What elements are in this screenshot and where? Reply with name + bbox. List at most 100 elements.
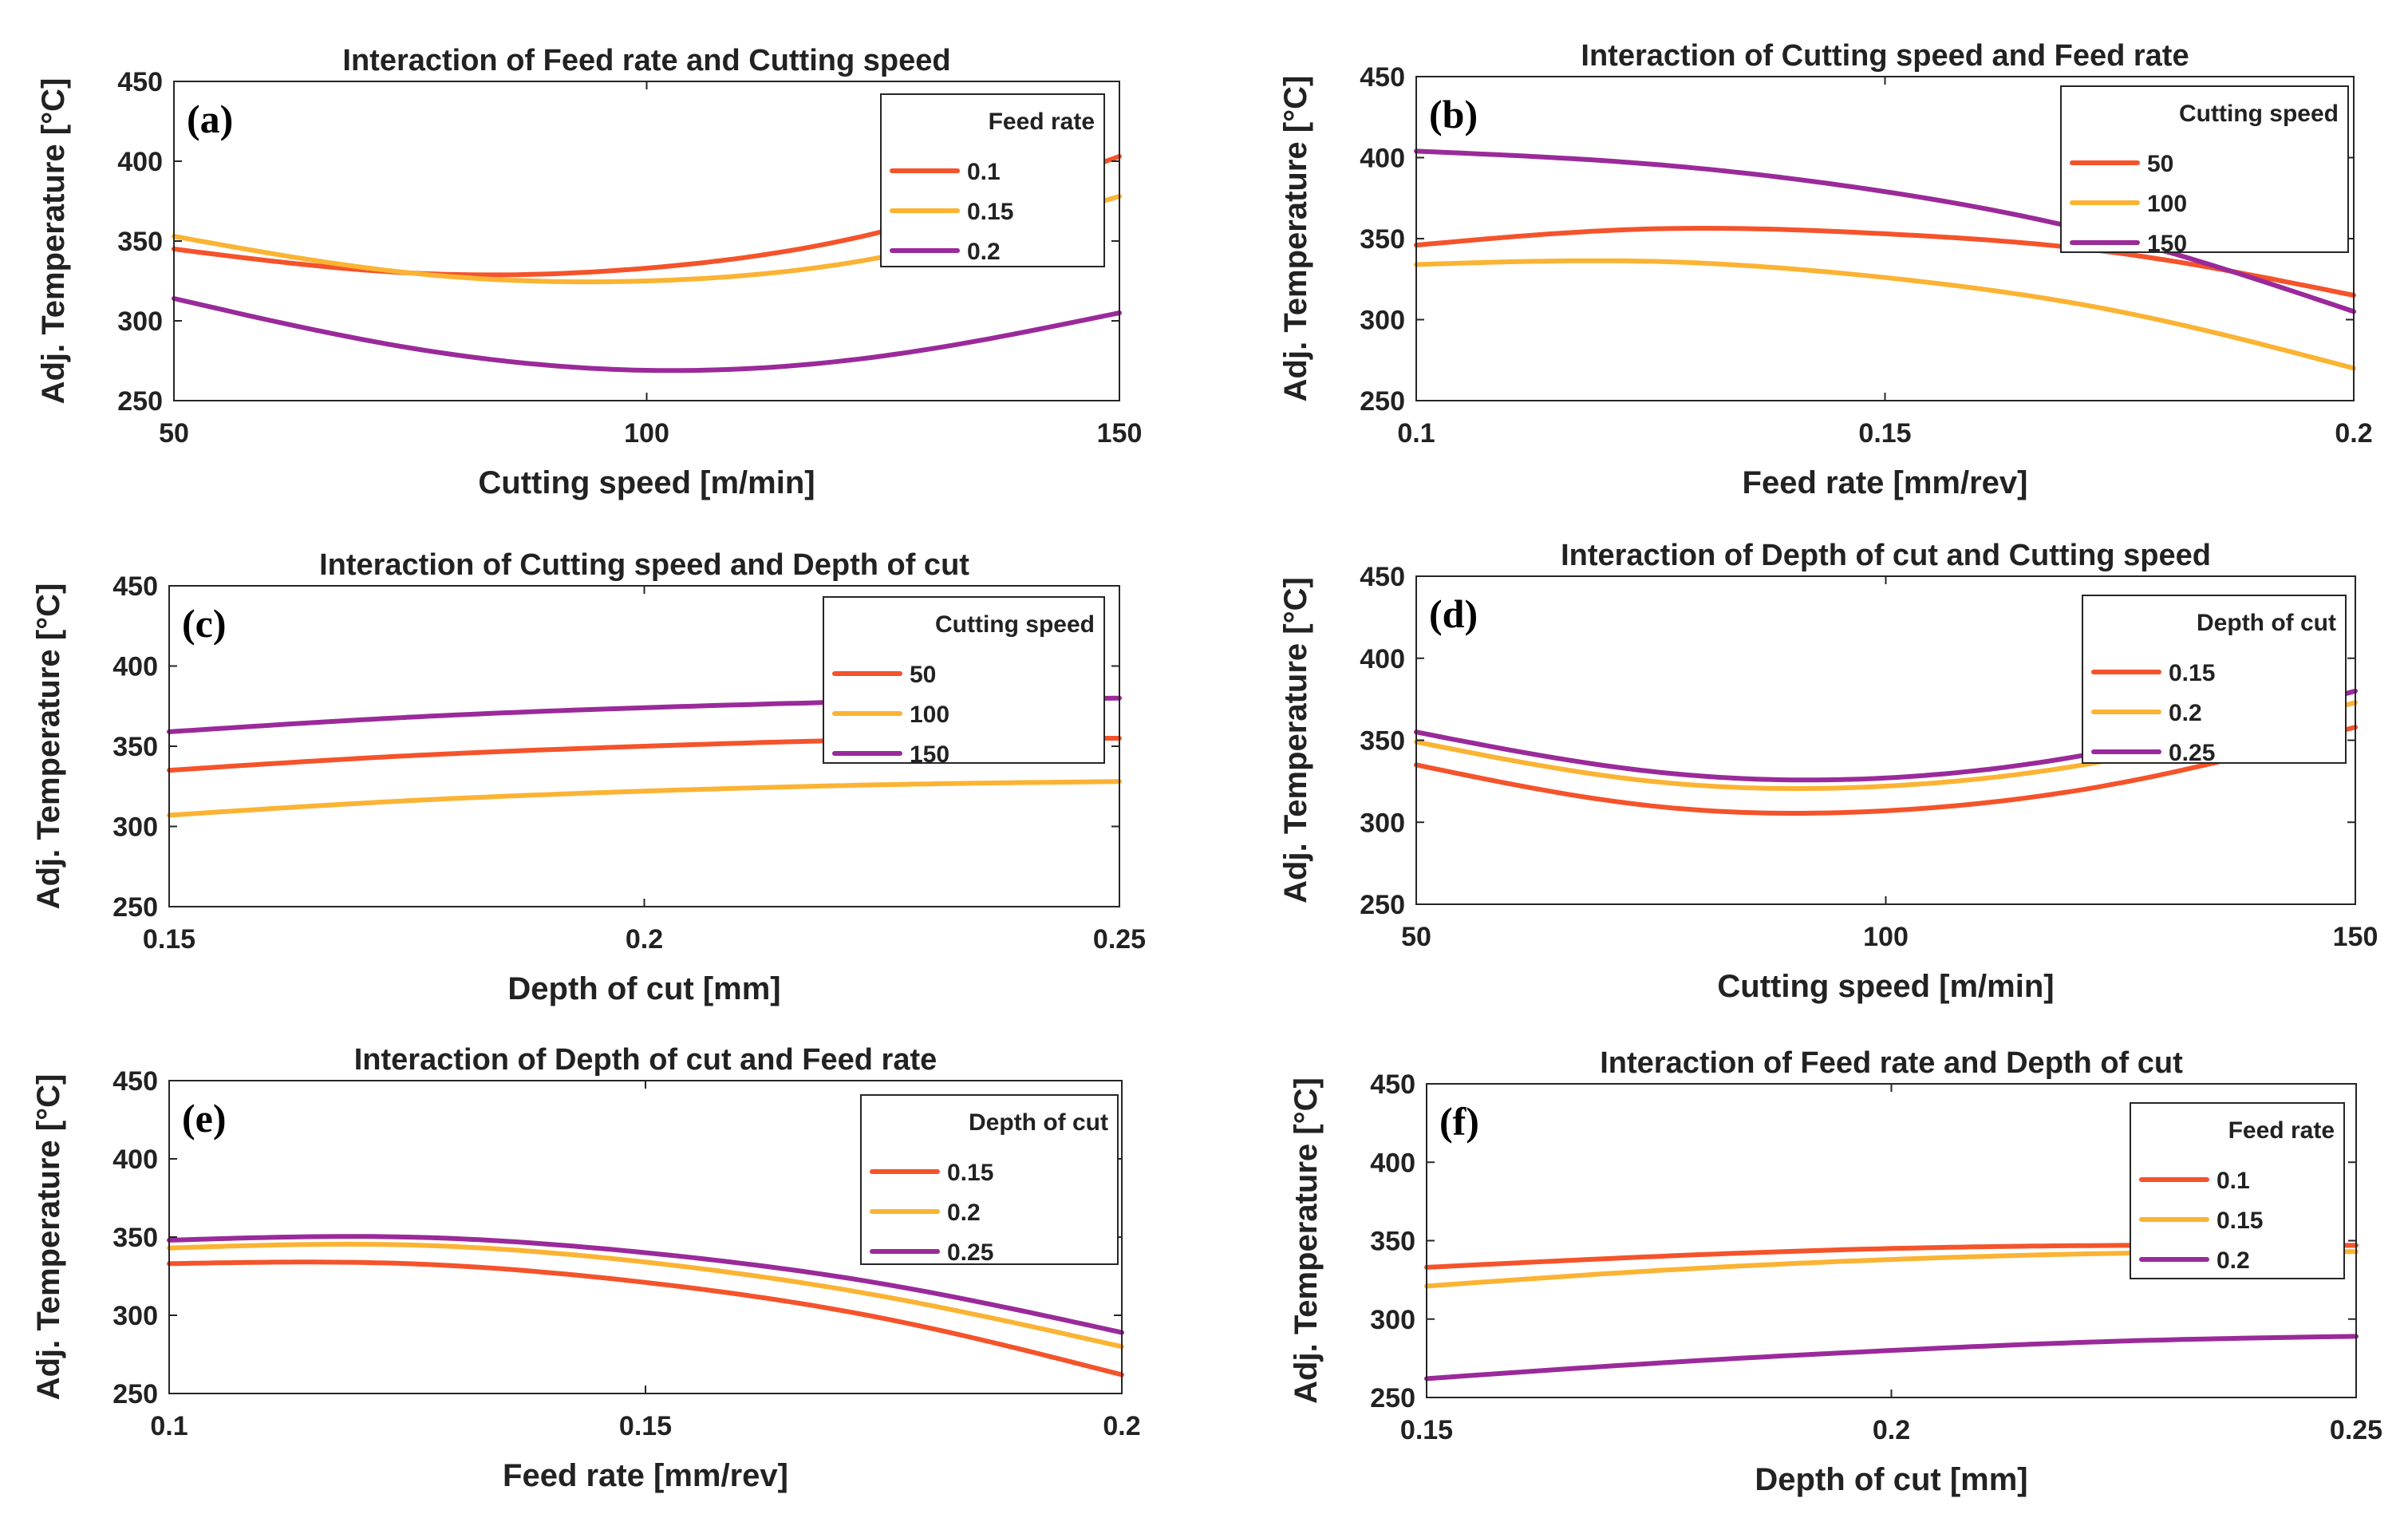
chart3-ytick-label: 350 [113,732,158,762]
chart6-legend-label-2: 0.15 [2217,1208,2263,1234]
chart6-ytick-label: 450 [1370,1069,1415,1100]
chart5-legend-box [860,1094,1119,1265]
chart5-ytick-label: 450 [113,1066,158,1097]
chart6-panel-label: (f) [1439,1099,1479,1144]
chart1-ytick-label: 350 [117,227,163,257]
chart5-legend-title: Depth of cut [969,1109,1108,1136]
chart5-series-2-line [167,1241,1124,1350]
chart1-xtick-label: 100 [624,418,669,449]
chart6-ytick-label: 300 [1370,1305,1415,1335]
chart4-series-1-line [1414,725,2358,816]
chart4-ytick-label: 250 [1360,890,1405,920]
chart2-ytick-label: 400 [1360,144,1405,174]
chart1-series-3-line [172,296,1122,374]
chart2-series-1-line [1414,226,2356,298]
chart4-ylabel: Adj. Temperature [°C] [1278,577,1313,903]
chart5-xtick-label: 0.15 [619,1411,672,1441]
chart3-ytick-label: 300 [113,812,158,843]
chart2-ylabel: Adj. Temperature [°C] [1278,76,1313,402]
chart4-ytick-label: 350 [1360,726,1405,757]
chart2-title: Interaction of Cutting speed and Feed ra… [1581,39,2189,73]
chart3-ytick-label: 250 [113,892,158,923]
chart3-legend-box [823,596,1105,764]
chart6-ytick-label: 400 [1370,1148,1415,1178]
chart1-title: Interaction of Feed rate and Cutting spe… [342,44,950,77]
chart6-legend-label-1: 0.1 [2217,1168,2250,1194]
chart6-xtick-label: 0.2 [1873,1415,1910,1445]
chart5-ytick-label: 300 [113,1301,158,1331]
chart1-ytick-label: 300 [117,306,163,337]
chart5-xtick-label: 0.2 [1103,1411,1140,1441]
chart2-series-3-line [1414,148,2356,314]
chart2-xtick-label: 0.15 [1858,418,1911,449]
chart4-legend-label-1: 0.15 [2169,660,2215,686]
chart5-ylabel: Adj. Temperature [°C] [31,1074,66,1401]
chart6-ytick-label: 350 [1370,1227,1415,1257]
chart1-legend-label-1: 0.1 [967,159,1001,185]
chart1-ytick-label: 400 [117,147,163,177]
chart4-legend-title: Depth of cut [2197,610,2336,636]
chart4-xtick-label: 150 [2333,922,2378,952]
chart4-ytick-label: 450 [1360,562,1405,592]
chart4-panel-label: (d) [1429,591,1478,636]
chart4-ytick-label: 300 [1360,808,1405,838]
chart2-panel-label: (b) [1429,92,1478,136]
chart6-legend-label-3: 0.2 [2217,1247,2250,1274]
chart5-legend-label-2: 0.2 [947,1200,981,1226]
chart3-legend-title: Cutting speed [935,611,1095,638]
chart3-ylabel: Adj. Temperature [°C] [31,583,66,910]
chart3-series-2-line [167,779,1122,818]
chart5-legend-label-3: 0.25 [947,1239,993,1266]
chart1-ylabel: Adj. Temperature [°C] [36,78,71,405]
chart6-ytick-label: 250 [1370,1383,1415,1413]
chart5-series-1-line [167,1259,1124,1378]
chart3-xlabel: Depth of cut [mm] [507,971,780,1006]
chart2-legend-title: Cutting speed [2179,101,2339,127]
chart2-ytick-label: 300 [1360,306,1405,336]
chart4-xtick-label: 100 [1863,922,1909,952]
chart2-xtick-label: 0.2 [2335,418,2372,449]
chart6-legend-box [2130,1102,2345,1279]
chart3-xtick-label: 0.25 [1093,924,1146,955]
chart6-legend-title: Feed rate [2228,1117,2335,1144]
chart5-title: Interaction of Depth of cut and Feed rat… [354,1043,938,1077]
chart1-legend-label-2: 0.15 [967,199,1013,225]
chart2-legend-label-2: 100 [2147,191,2187,217]
chart1-panel-label: (a) [187,97,233,141]
chart3-panel-label: (c) [182,601,227,646]
chart1-ytick-label: 250 [117,386,163,417]
chart2-xtick-label: 0.1 [1397,418,1435,449]
chart3-title: Interaction of Cutting speed and Depth o… [319,548,969,582]
chart5-series-3-line [167,1234,1124,1335]
chart1-legend-label-3: 0.2 [967,239,1001,265]
chart3-legend-label-2: 100 [910,702,949,728]
chart1-ytick-label: 450 [117,67,163,97]
chart4-ytick-label: 400 [1360,644,1405,674]
chart2-ytick-label: 450 [1360,62,1405,93]
chart3-ytick-label: 400 [113,652,158,682]
chart5-ytick-label: 250 [113,1379,158,1409]
chart2-legend-box [2060,85,2349,253]
chart5-panel-label: (e) [182,1096,227,1140]
chart5-xtick-label: 0.1 [150,1411,188,1441]
chart1-xtick-label: 150 [1097,418,1143,449]
chart1-xlabel: Cutting speed [m/min] [478,465,815,500]
chart4-legend-label-2: 0.2 [2169,700,2202,726]
chart2-xlabel: Feed rate [mm/rev] [1743,465,2028,500]
chart2-legend-label-1: 50 [2147,151,2173,177]
chart4-xlabel: Cutting speed [m/min] [1717,969,2054,1004]
chart2-series-2-line [1414,258,2356,371]
chart1-xtick-label: 50 [159,418,189,449]
chart4-xtick-label: 50 [1401,922,1431,952]
chart2-ytick-label: 250 [1360,386,1405,417]
chart3-xtick-label: 0.15 [143,924,195,955]
chart4-legend-label-3: 0.25 [2169,740,2215,766]
chart3-xtick-label: 0.2 [626,924,663,955]
chart1-legend-title: Feed rate [989,109,1095,135]
chart5-ytick-label: 400 [113,1144,158,1175]
chart6-xtick-label: 0.15 [1400,1415,1453,1445]
chart6-series-3-line [1424,1334,2359,1382]
chart6-xlabel: Depth of cut [mm] [1755,1462,2027,1497]
chart4-title: Interaction of Depth of cut and Cutting … [1561,539,2211,572]
